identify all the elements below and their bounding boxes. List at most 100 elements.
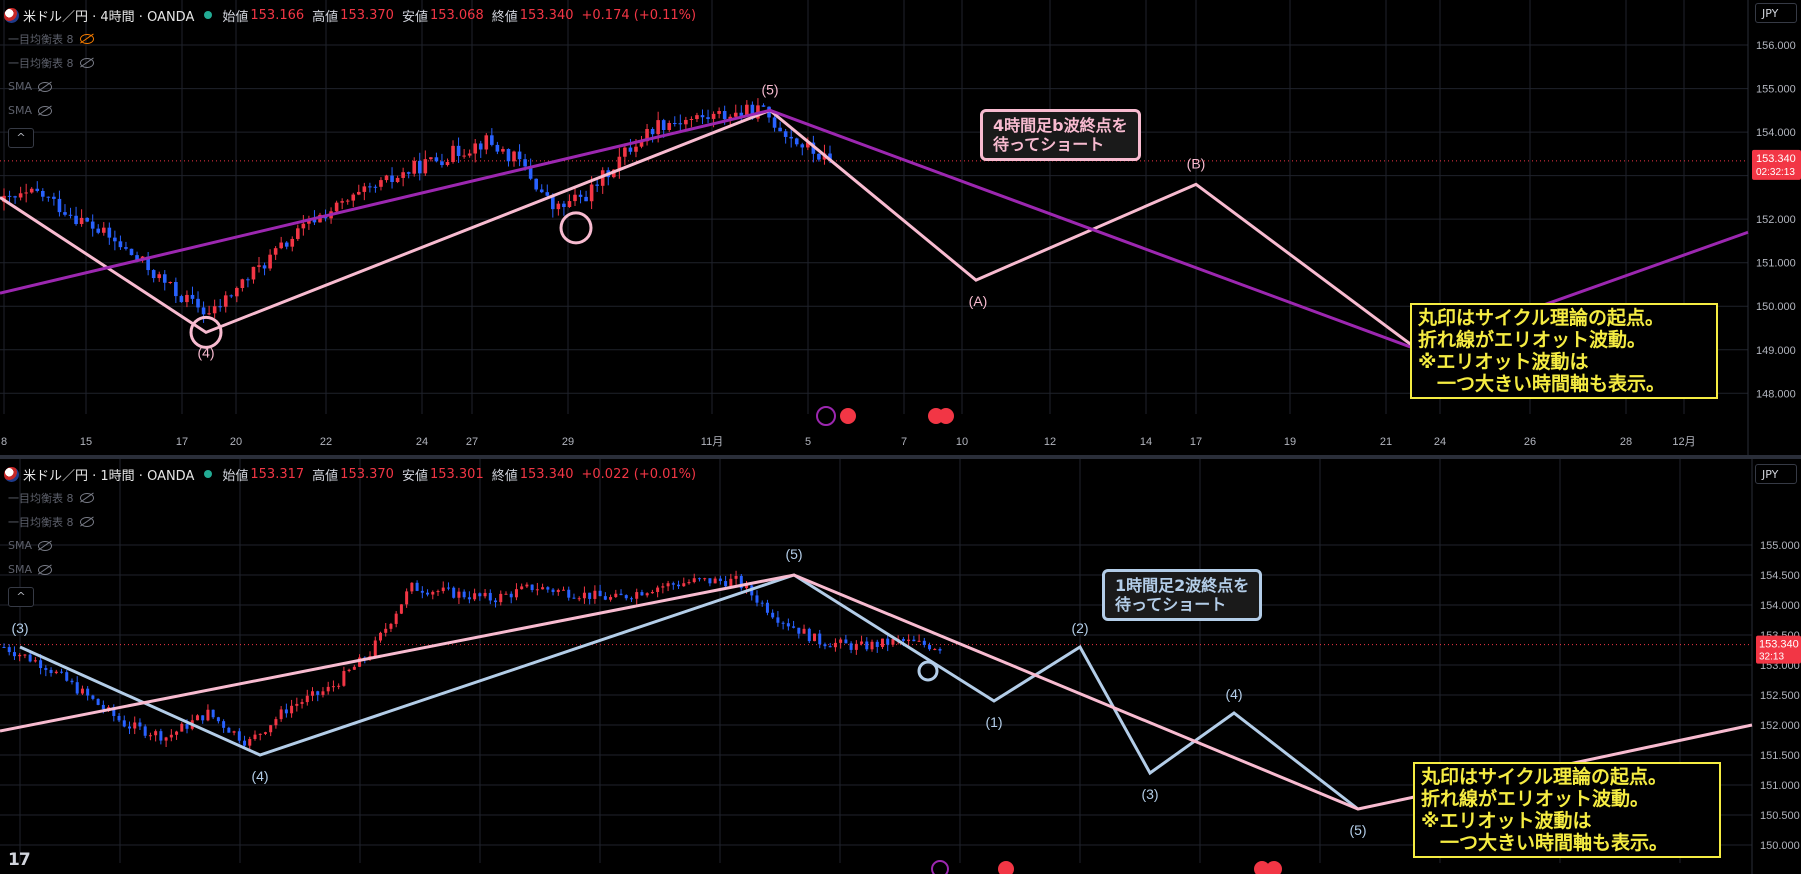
indicator-label: SMA <box>8 539 32 552</box>
candle-body <box>406 172 411 174</box>
candle-body <box>875 641 879 647</box>
candle-body <box>117 715 121 721</box>
chart-canvas-4h[interactable]: 148.000 149.000 150.000 151.000 152.000 153.0… <box>0 0 1801 455</box>
wave-label: (3) <box>1141 786 1158 802</box>
hidden-eye-icon[interactable] <box>79 58 94 68</box>
candle-body <box>689 119 694 121</box>
candle-body <box>196 298 200 308</box>
candle-body <box>678 123 683 125</box>
indicator-sma-1[interactable]: SMA <box>8 539 52 552</box>
candle-body <box>582 592 586 599</box>
y-tick-label: 156.000 <box>1756 40 1796 52</box>
hidden-eye-icon[interactable] <box>79 517 94 527</box>
y-tick-label: 154.000 <box>1756 127 1796 139</box>
chart-canvas-1h[interactable]: 150.000 150.500 151.000 151.500 152.000 152.5… <box>0 459 1801 874</box>
x-tick-label: 17 <box>176 436 188 448</box>
candle-body <box>179 296 184 303</box>
candle-body <box>378 632 382 641</box>
candle-body <box>624 595 628 599</box>
indicator-sma-2[interactable]: SMA <box>8 563 52 576</box>
candle-body <box>499 593 503 603</box>
candle-body <box>356 191 361 195</box>
candle-body <box>786 623 790 627</box>
chart-pane-4h[interactable]: 148.000 149.000 150.000 151.000 152.000 153.0… <box>0 0 1801 455</box>
candle-body <box>384 175 389 181</box>
candle-body <box>273 248 278 255</box>
candle-body <box>174 282 178 297</box>
indicator-ichimoku-1[interactable]: 一目均衡表 8 <box>8 490 94 506</box>
indicator-ichimoku-2[interactable]: 一目均衡表 8 <box>8 55 94 71</box>
change-value: +0.174 (+0.11%) <box>581 7 697 23</box>
candle-body <box>729 578 733 587</box>
symbol-title[interactable]: 米ドル／円 · 4時間 · OANDA <box>23 9 195 25</box>
candle-body <box>312 218 317 223</box>
hidden-eye-icon[interactable] <box>38 105 52 116</box>
candle-body <box>90 221 95 229</box>
hidden-eye-icon[interactable] <box>38 81 52 92</box>
candle-body <box>457 591 461 598</box>
candle-body <box>755 595 759 603</box>
candle-body <box>512 151 516 162</box>
candle-body <box>157 274 162 279</box>
symbol-title[interactable]: 米ドル／円 · 1時間 · OANDA <box>23 468 195 484</box>
candle-body <box>368 186 372 188</box>
collapse-indicators-button[interactable]: ^ <box>8 128 34 148</box>
candle-body <box>490 135 494 145</box>
candle-body <box>7 195 12 197</box>
candle-body <box>933 649 937 651</box>
candle-body <box>420 590 424 593</box>
candle-body <box>118 241 123 248</box>
y-tick-label: 152.000 <box>1760 720 1800 732</box>
candle-body <box>60 671 64 673</box>
candle-body <box>223 295 228 307</box>
candle-body <box>68 214 73 216</box>
currency-selector[interactable]: JPY <box>1755 3 1797 23</box>
candle-body <box>483 592 487 597</box>
current-price-value: 153.340 <box>1756 153 1796 165</box>
bar-countdown: 32:13 <box>1759 652 1784 663</box>
candle-body <box>39 660 43 669</box>
hidden-eye-icon[interactable] <box>79 493 94 503</box>
candle-body <box>240 279 245 289</box>
candle-body <box>567 589 571 598</box>
candle-body <box>124 247 128 249</box>
candle-body <box>745 104 749 116</box>
note-line: 折れ線がエリオット波動。 <box>1421 788 1650 810</box>
tradingview-logo[interactable]: 17 <box>8 850 31 870</box>
indicator-ichimoku-1[interactable]: 一目均衡表 8 <box>8 31 94 47</box>
chart-pane-1h[interactable]: 150.000 150.500 151.000 151.500 152.000 152.5… <box>0 459 1801 874</box>
pane-divider[interactable] <box>0 455 1801 459</box>
y-tick-label: 152.500 <box>1760 690 1800 702</box>
candle-body <box>789 136 793 139</box>
candle-body <box>212 306 217 314</box>
candle-body <box>640 592 644 596</box>
candle-body <box>24 192 28 194</box>
indicator-label: 一目均衡表 8 <box>8 516 74 529</box>
candle-body <box>614 593 618 598</box>
candle-body <box>697 578 701 580</box>
wave-label: (1) <box>985 714 1002 730</box>
hidden-eye-icon[interactable] <box>79 34 94 44</box>
close-label: 終値 <box>491 468 518 484</box>
x-tick-label: 24 <box>416 436 428 448</box>
candle-body <box>484 135 489 150</box>
x-tick-label: 22 <box>320 436 332 448</box>
hidden-eye-icon[interactable] <box>38 540 52 551</box>
x-tick-label: 19 <box>1284 436 1296 448</box>
candle-body <box>127 726 131 729</box>
candle-body <box>211 709 215 718</box>
currency-selector[interactable]: JPY <box>1755 464 1797 484</box>
candle-body <box>65 672 69 681</box>
collapse-indicators-button[interactable]: ^ <box>8 587 34 607</box>
candle-body <box>389 623 393 629</box>
indicator-sma-2[interactable]: SMA <box>8 104 52 117</box>
indicator-ichimoku-2[interactable]: 一目均衡表 8 <box>8 514 94 530</box>
hidden-eye-icon[interactable] <box>38 564 52 575</box>
indicator-sma-1[interactable]: SMA <box>8 80 52 93</box>
candle-body <box>52 196 56 199</box>
candle-body <box>776 617 780 623</box>
indicator-label: SMA <box>8 80 32 93</box>
candle-body <box>410 582 414 592</box>
candle-body <box>201 715 205 721</box>
x-tick-label: 11月 <box>701 436 723 448</box>
